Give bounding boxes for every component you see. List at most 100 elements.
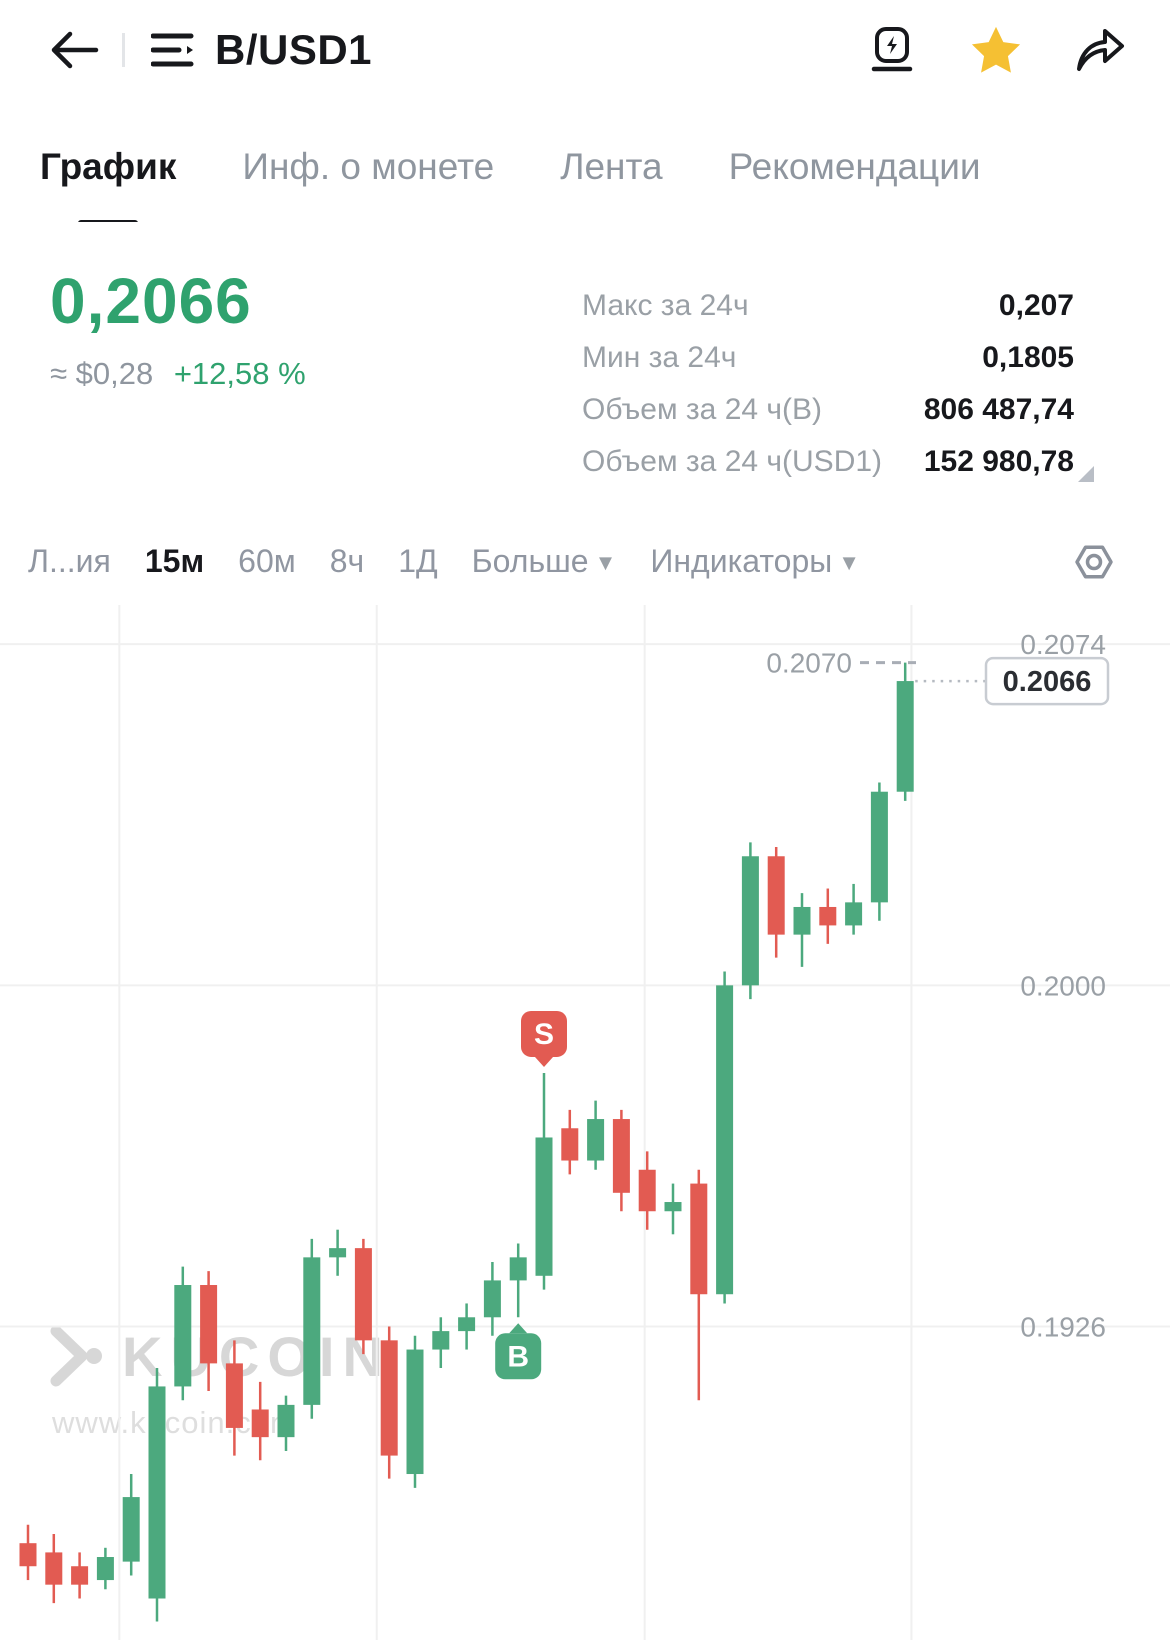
sell-marker[interactable] bbox=[521, 1010, 567, 1057]
tab-recommendations-label: Рекомендации bbox=[728, 146, 981, 187]
high-price-label: 0.2070 bbox=[766, 648, 852, 679]
kucoin-logo-icon bbox=[50, 1325, 102, 1387]
toolbar-item-15m[interactable]: 15м bbox=[144, 542, 205, 579]
stat-value: 806 487,74 bbox=[923, 393, 1074, 426]
candle-body bbox=[303, 1257, 321, 1405]
stat-volume-quote: Объем за 24 ч(USD1) 152 980,78 bbox=[582, 436, 1074, 488]
current-price-tag[interactable] bbox=[984, 656, 1110, 706]
chevron-down-icon: ▼ bbox=[838, 550, 861, 576]
marker-pointer bbox=[535, 1056, 553, 1067]
toolbar-more-dropdown[interactable]: Больше ▼ bbox=[471, 542, 617, 579]
candle-body bbox=[200, 1285, 218, 1364]
candle-body bbox=[225, 1363, 243, 1428]
tab-chart[interactable]: График bbox=[40, 142, 176, 222]
y-axis-label: 0.2000 bbox=[1020, 970, 1106, 1001]
candle-body bbox=[251, 1409, 269, 1438]
tab-bar: График Инф. о монете Лента Рекомендации bbox=[0, 142, 1170, 222]
candle-body bbox=[45, 1552, 63, 1585]
tab-feed-label: Лента bbox=[560, 146, 663, 187]
candle-body bbox=[432, 1331, 450, 1350]
chevron-down-icon: ▼ bbox=[594, 550, 617, 576]
header: B/USD1 bbox=[0, 18, 1170, 82]
header-actions bbox=[866, 18, 1126, 82]
toolbar-item-60m[interactable]: 60м bbox=[238, 542, 296, 579]
candle-body bbox=[96, 1557, 114, 1581]
stat-high-24h: Макс за 24ч 0,207 bbox=[582, 280, 1074, 332]
toolbar-item-1d[interactable]: 1Д bbox=[398, 542, 438, 579]
candle-body bbox=[741, 856, 759, 986]
candle-body bbox=[638, 1169, 656, 1212]
fiat-price: ≈ $0,28 bbox=[50, 356, 154, 391]
candle-body bbox=[329, 1248, 347, 1258]
active-tab-underline bbox=[78, 220, 139, 222]
tab-coin-info[interactable]: Инф. о монете bbox=[242, 142, 494, 222]
marker-pointer bbox=[509, 1323, 528, 1334]
candle-body bbox=[509, 1257, 527, 1281]
stats-panel: Макс за 24ч 0,207 Мин за 24ч 0,1805 Объе… bbox=[582, 280, 1094, 488]
marker-letter: S bbox=[534, 1018, 554, 1051]
candle-body bbox=[277, 1404, 295, 1438]
candle-body bbox=[819, 906, 837, 926]
favorite-star-icon[interactable] bbox=[970, 24, 1022, 76]
stat-value: 152 980,78 bbox=[923, 445, 1074, 478]
stat-label: Объем за 24 ч(USD1) bbox=[582, 445, 883, 478]
candle-body bbox=[174, 1285, 192, 1387]
candle-body bbox=[767, 856, 785, 935]
candle-body bbox=[793, 906, 811, 935]
candle-body bbox=[716, 985, 734, 1295]
tab-recommendations[interactable]: Рекомендации bbox=[729, 142, 981, 222]
toolbar-item-line[interactable]: Л...ия bbox=[28, 542, 111, 579]
stat-low-24h: Мин за 24ч 0,1805 bbox=[582, 332, 1074, 384]
candle-body bbox=[561, 1128, 579, 1161]
share-icon[interactable] bbox=[1074, 24, 1126, 76]
chart-settings-icon[interactable] bbox=[1070, 538, 1118, 586]
watermark-brand: KUCOIN bbox=[122, 1324, 391, 1388]
buy-marker[interactable] bbox=[495, 1333, 542, 1380]
price-change: +12,58 % bbox=[173, 356, 306, 391]
candle-body bbox=[612, 1119, 630, 1193]
last-price: 0,2066 bbox=[50, 265, 252, 337]
stat-value: 0,207 bbox=[998, 289, 1074, 322]
price-block: 0,2066 ≈ $0,28 +12,58 % bbox=[50, 264, 306, 392]
candle-body bbox=[122, 1497, 140, 1562]
toolbar-indicators-dropdown[interactable]: Индикаторы ▼ bbox=[650, 542, 861, 579]
candle-body bbox=[483, 1280, 501, 1318]
candle-body bbox=[354, 1248, 372, 1341]
back-button[interactable] bbox=[48, 26, 104, 74]
candle-body bbox=[664, 1202, 682, 1212]
stat-label: Мин за 24ч bbox=[582, 341, 737, 374]
candle-body bbox=[19, 1543, 37, 1567]
current-price-tag-label: 0.2066 bbox=[1003, 666, 1092, 698]
expand-stats-icon[interactable] bbox=[1078, 466, 1094, 482]
candle-body bbox=[535, 1137, 553, 1276]
price-alert-icon[interactable] bbox=[866, 24, 918, 76]
candle-body bbox=[380, 1340, 398, 1456]
y-axis-label: 0.1926 bbox=[1020, 1312, 1106, 1343]
candle-body bbox=[845, 902, 863, 926]
candle-body bbox=[690, 1183, 708, 1295]
tab-chart-label: График bbox=[40, 146, 177, 187]
marker-letter: B bbox=[507, 1340, 529, 1373]
toolbar-item-8h[interactable]: 8ч bbox=[329, 542, 365, 579]
tab-feed[interactable]: Лента bbox=[560, 142, 662, 222]
stat-value: 0,1805 bbox=[982, 341, 1074, 374]
stat-volume-base: Объем за 24 ч(B) 806 487,74 bbox=[582, 384, 1074, 436]
pair-list-icon[interactable] bbox=[151, 26, 199, 74]
candle-body bbox=[896, 681, 914, 792]
candle-body bbox=[587, 1119, 605, 1161]
y-axis-label: 0.2074 bbox=[1020, 629, 1106, 660]
stat-label: Объем за 24 ч(B) bbox=[582, 393, 823, 426]
header-divider bbox=[122, 33, 125, 67]
back-arrow-icon bbox=[51, 31, 99, 69]
candlestick-chart[interactable]: KUCOIN www.kucoin.com 0.2074 0.2000 0.1926… bbox=[0, 605, 1170, 1640]
candle-body bbox=[406, 1349, 424, 1475]
pair-title: B/USD1 bbox=[215, 26, 373, 73]
chart-toolbar: Л...ия 15м 60м 8ч 1Д Больше ▼ Индикаторы ▼ bbox=[0, 536, 1170, 586]
candle-body bbox=[870, 791, 888, 903]
candle-body bbox=[71, 1566, 89, 1585]
candle-body bbox=[148, 1386, 166, 1599]
tab-coin-info-label: Инф. о монете bbox=[242, 146, 495, 187]
candle-body bbox=[458, 1317, 476, 1332]
stat-label: Макс за 24ч bbox=[582, 289, 749, 322]
